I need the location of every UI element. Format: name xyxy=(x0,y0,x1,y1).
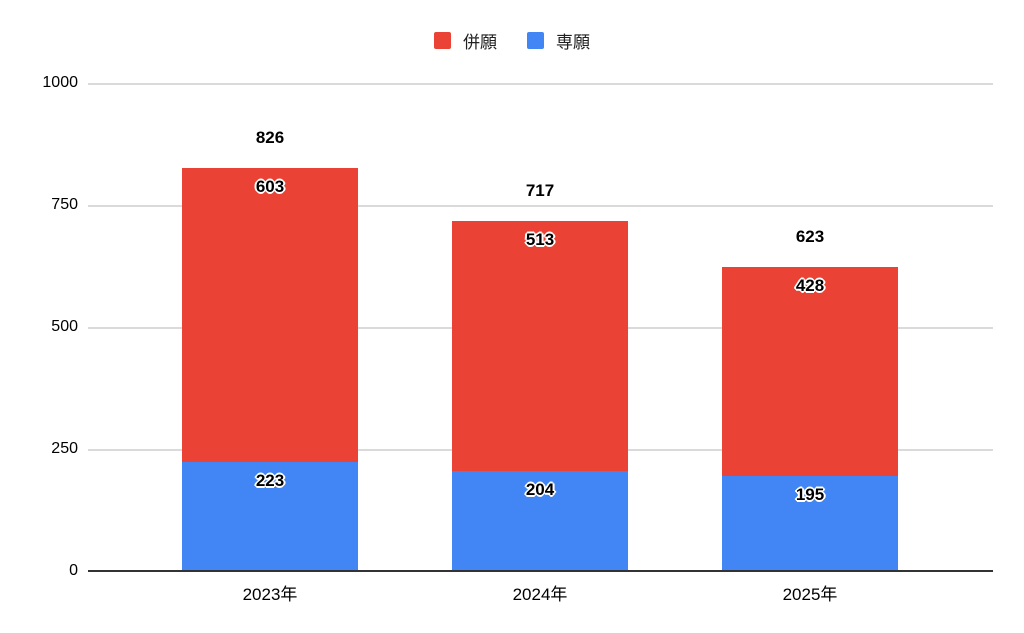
legend-item-sengan[interactable]: 専願 xyxy=(527,28,590,53)
y-tick-0: 0 xyxy=(69,562,78,579)
legend-label-heigan: 併願 xyxy=(463,33,497,52)
y-tick-750: 750 xyxy=(51,196,78,213)
plot-area: 826 603 223 717 513 204 623 428 195 xyxy=(88,83,993,572)
bar-2025-sengan-value: 195 xyxy=(795,484,825,504)
bar-2025: 623 428 195 xyxy=(722,83,898,571)
bar-2023-segment-sengan[interactable]: 223 xyxy=(182,462,358,571)
legend-label-sengan: 専願 xyxy=(556,33,590,52)
bar-2023-total-label: 826 xyxy=(255,127,285,147)
bar-2023: 826 603 223 xyxy=(182,83,358,571)
y-tick-1000: 1000 xyxy=(42,74,78,91)
bar-2023-segment-heigan[interactable]: 603 xyxy=(182,167,358,463)
bar-2025-segment-sengan[interactable]: 195 xyxy=(722,475,898,571)
bar-2023-sengan-value: 223 xyxy=(255,471,285,491)
gridline-750 xyxy=(88,205,993,207)
gridline-1000 xyxy=(88,83,993,85)
bar-2025-segment-heigan[interactable]: 428 xyxy=(722,266,898,476)
y-tick-250: 250 xyxy=(51,440,78,457)
legend-swatch-red-icon xyxy=(434,32,451,49)
bar-2023-heigan-value: 603 xyxy=(255,176,285,196)
bar-2025-heigan-value: 428 xyxy=(795,275,825,295)
y-tick-500: 500 xyxy=(51,318,78,335)
legend-item-heigan[interactable]: 併願 xyxy=(434,28,497,53)
x-label-2025: 2025年 xyxy=(782,585,838,604)
bar-2024-total-label: 717 xyxy=(525,181,555,201)
bar-2024-segment-sengan[interactable]: 204 xyxy=(452,471,628,571)
bar-2024-heigan-value: 513 xyxy=(525,230,555,250)
legend: 併願 専願 xyxy=(0,28,1024,53)
bar-2025-total-label: 623 xyxy=(795,227,825,246)
bar-2024: 717 513 204 xyxy=(452,83,628,571)
x-label-2024: 2024年 xyxy=(512,585,568,604)
bar-2024-segment-heigan[interactable]: 513 xyxy=(452,221,628,472)
x-axis-line xyxy=(88,570,993,572)
bar-2024-sengan-value: 204 xyxy=(525,480,555,500)
legend-swatch-blue-icon xyxy=(527,32,544,49)
x-label-2023: 2023年 xyxy=(242,585,298,604)
